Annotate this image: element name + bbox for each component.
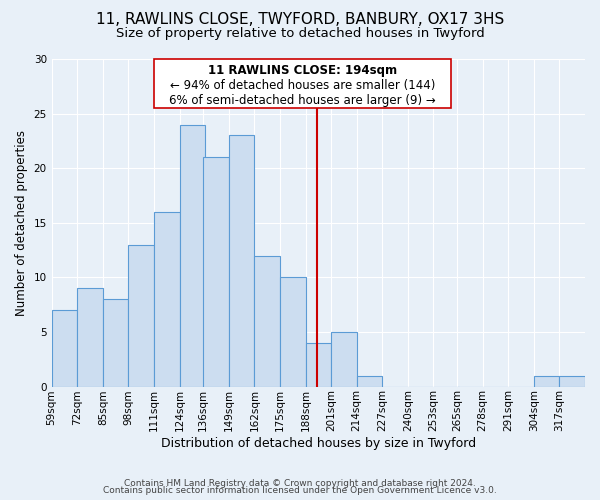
Bar xyxy=(203,158,229,386)
Text: 11 RAWLINS CLOSE: 194sqm: 11 RAWLINS CLOSE: 194sqm xyxy=(208,64,397,78)
Text: 6% of semi-detached houses are larger (9) →: 6% of semi-detached houses are larger (9… xyxy=(169,94,436,107)
FancyBboxPatch shape xyxy=(154,59,451,108)
Bar xyxy=(559,376,585,386)
Bar xyxy=(254,256,280,386)
Text: Contains public sector information licensed under the Open Government Licence v3: Contains public sector information licen… xyxy=(103,486,497,495)
Bar xyxy=(179,124,205,386)
Bar xyxy=(331,332,357,386)
Text: Contains HM Land Registry data © Crown copyright and database right 2024.: Contains HM Land Registry data © Crown c… xyxy=(124,478,476,488)
Bar xyxy=(229,136,254,386)
Bar xyxy=(305,343,331,386)
Bar xyxy=(128,244,154,386)
Bar xyxy=(154,212,179,386)
Text: Size of property relative to detached houses in Twyford: Size of property relative to detached ho… xyxy=(116,28,484,40)
X-axis label: Distribution of detached houses by size in Twyford: Distribution of detached houses by size … xyxy=(161,437,476,450)
Bar xyxy=(534,376,559,386)
Bar xyxy=(103,299,128,386)
Text: ← 94% of detached houses are smaller (144): ← 94% of detached houses are smaller (14… xyxy=(170,79,435,92)
Bar xyxy=(280,278,305,386)
Y-axis label: Number of detached properties: Number of detached properties xyxy=(15,130,28,316)
Bar xyxy=(52,310,77,386)
Bar xyxy=(77,288,103,386)
Bar xyxy=(357,376,382,386)
Text: 11, RAWLINS CLOSE, TWYFORD, BANBURY, OX17 3HS: 11, RAWLINS CLOSE, TWYFORD, BANBURY, OX1… xyxy=(96,12,504,28)
